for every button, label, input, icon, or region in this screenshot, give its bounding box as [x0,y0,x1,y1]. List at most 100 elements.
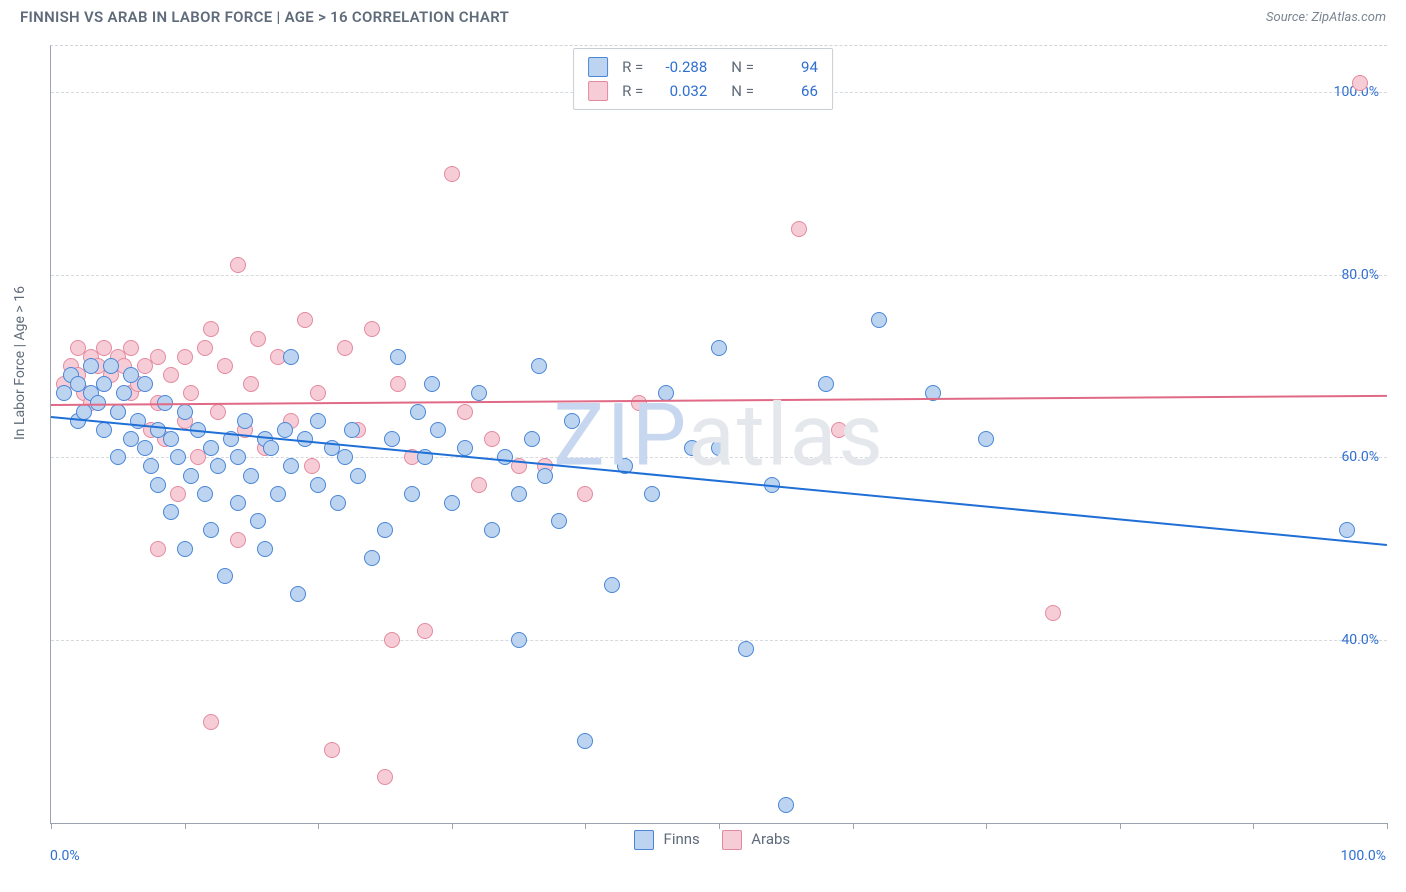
grid-line [51,275,1387,276]
data-point [310,413,326,429]
data-point [177,349,193,365]
source-label: Source: ZipAtlas.com [1266,10,1386,25]
data-point [384,431,400,447]
x-tick-mark [1120,823,1121,829]
data-point [337,449,353,465]
data-point [377,522,393,538]
data-point [1045,605,1061,621]
data-point [310,477,326,493]
y-tick-label: 60.0% [1341,449,1379,465]
data-point [250,331,266,347]
data-point [170,486,186,502]
legend-swatch-arabs [722,830,742,850]
stats-row-arabs: R =0.032 N =66 [588,79,818,103]
data-point [217,358,233,374]
x-tick-mark [986,823,987,829]
data-point [831,422,847,438]
x-tick-mark [51,823,52,829]
data-point [537,468,553,484]
stats-row-finns: R =-0.288 N =94 [588,55,818,79]
data-point [230,449,246,465]
x-tick-mark [1253,823,1254,829]
data-point [250,513,266,529]
data-point [364,550,380,566]
data-point [110,449,126,465]
data-point [137,440,153,456]
data-point [791,221,807,237]
data-point [257,541,273,557]
data-point [150,477,166,493]
data-point [243,376,259,392]
data-point [350,468,366,484]
data-point [83,358,99,374]
data-point [203,321,219,337]
x-tick-mark [853,823,854,829]
data-point [457,404,473,420]
x-tick-min: 0.0% [50,848,80,864]
data-point [277,422,293,438]
y-axis-label: In Labor Force | Age > 16 [12,286,28,440]
regression-line [51,395,1387,406]
data-point [738,641,754,657]
x-tick-mark [318,823,319,829]
legend-label-arabs: Arabs [751,830,790,848]
source-link[interactable]: ZipAtlas.com [1311,10,1386,25]
data-point [297,312,313,328]
data-point [497,449,513,465]
data-point [283,349,299,365]
data-point [511,632,527,648]
title-bar: FINNISH VS ARAB IN LABOR FORCE | AGE > 1… [0,0,1406,30]
data-point [631,395,647,411]
plot-area: 40.0%60.0%80.0%100.0% ZIPatlas [50,45,1387,824]
data-point [137,376,153,392]
data-point [1352,75,1368,91]
data-point [163,504,179,520]
data-point [163,367,179,383]
data-point [310,385,326,401]
swatch-finns [588,57,608,77]
data-point [210,458,226,474]
data-point [96,422,112,438]
data-point [290,586,306,602]
data-point [96,376,112,392]
data-point [203,440,219,456]
legend-swatch-finns [634,830,654,850]
data-point [871,312,887,328]
data-point [243,468,259,484]
grid-line [51,640,1387,641]
data-point [524,431,540,447]
data-point [818,376,834,392]
data-point [103,358,119,374]
data-point [143,458,159,474]
data-point [283,458,299,474]
data-point [197,340,213,356]
data-point [551,513,567,529]
data-point [444,495,460,511]
y-tick-label: 40.0% [1341,632,1379,648]
data-point [457,440,473,456]
data-point [230,495,246,511]
data-point [1339,522,1355,538]
data-point [577,733,593,749]
data-point [644,486,660,502]
x-tick-mark [719,823,720,829]
grid-line [51,457,1387,458]
x-tick-max: 100.0% [1341,848,1386,864]
data-point [377,769,393,785]
data-point [484,431,500,447]
swatch-arabs [588,81,608,101]
data-point [424,376,440,392]
data-point [430,422,446,438]
data-point [711,440,727,456]
data-point [203,714,219,730]
data-point [471,385,487,401]
data-point [364,321,380,337]
data-point [203,522,219,538]
data-point [270,486,286,502]
data-point [324,742,340,758]
data-point [684,440,700,456]
data-point [237,413,253,429]
chart-title: FINNISH VS ARAB IN LABOR FORCE | AGE > 1… [20,8,509,26]
data-point [531,358,547,374]
data-point [123,340,139,356]
